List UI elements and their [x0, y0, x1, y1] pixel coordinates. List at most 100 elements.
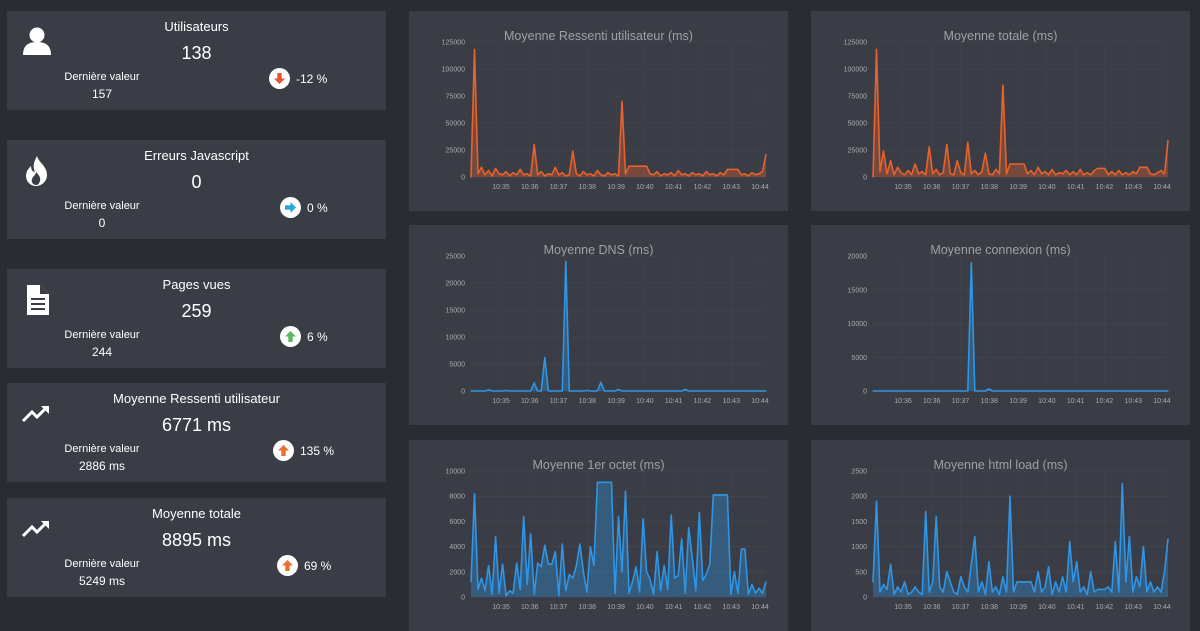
data-point [904, 581, 906, 583]
data-point [1114, 541, 1116, 543]
data-point [473, 49, 476, 51]
data-point [1149, 390, 1151, 392]
data-point [882, 390, 885, 392]
x-tick-label: 10:38 [579, 398, 597, 405]
data-point [572, 150, 574, 152]
data-point [1072, 581, 1074, 583]
data-point [890, 160, 892, 162]
data-point [505, 595, 507, 597]
x-tick-label: 10:44 [1153, 398, 1171, 405]
data-point [1100, 167, 1102, 169]
last-value-label: Dernière valeur [64, 443, 140, 455]
data-point [733, 571, 735, 573]
data-point [1030, 169, 1032, 172]
data-point [988, 388, 990, 390]
data-point [698, 512, 700, 514]
data-point [484, 390, 486, 392]
data-point [890, 563, 892, 565]
data-point [747, 593, 749, 596]
data-point [1023, 581, 1025, 583]
data-point [1012, 591, 1015, 593]
data-point [1142, 390, 1144, 392]
data-point [911, 390, 913, 392]
data-point [1100, 390, 1102, 392]
data-point [554, 166, 556, 168]
data-point [681, 174, 683, 176]
data-point [1026, 390, 1029, 392]
data-point [1016, 163, 1018, 165]
data-point [653, 390, 655, 392]
y-tick-label: 6000 [449, 519, 465, 526]
data-point [1086, 172, 1088, 174]
data-point [1125, 390, 1127, 392]
data-point [540, 171, 542, 173]
data-point [1019, 390, 1022, 392]
data-point [1002, 576, 1004, 578]
data-point [677, 390, 679, 392]
last-value-label: Dernière valeur [64, 71, 140, 83]
y-tick-label: 75000 [446, 94, 466, 101]
data-point [537, 562, 539, 564]
data-point [726, 494, 728, 496]
data-point [512, 172, 514, 174]
data-point [540, 566, 542, 568]
data-point [663, 390, 665, 392]
data-point [953, 174, 955, 176]
trend-indicator: 6 % [280, 326, 328, 347]
data-point [1135, 173, 1137, 175]
x-tick-label: 10:41 [1067, 184, 1085, 191]
data-point [744, 390, 746, 392]
data-point [719, 390, 721, 392]
data-point [547, 173, 549, 175]
data-point [551, 563, 553, 565]
data-point [886, 173, 888, 175]
data-point [1146, 166, 1148, 168]
data-point [621, 100, 623, 102]
data-point [561, 390, 563, 392]
data-point [914, 163, 916, 165]
x-tick-label: 10:38 [981, 184, 999, 191]
data-point [921, 593, 923, 596]
data-point [1048, 174, 1050, 176]
data-point [747, 175, 749, 177]
data-point [628, 390, 630, 392]
data-point [946, 144, 948, 146]
y-tick-label: 25000 [446, 254, 466, 261]
chart-title: Moyenne html load (ms) [933, 458, 1068, 472]
data-point [1167, 139, 1169, 141]
data-point [702, 580, 704, 582]
x-tick-label: 10:41 [1067, 604, 1085, 611]
data-point [635, 165, 637, 167]
x-tick-label: 10:43 [722, 604, 740, 611]
data-point [1030, 581, 1032, 583]
data-point [1062, 576, 1064, 578]
data-point [875, 390, 878, 392]
data-point [875, 49, 878, 51]
data-point [596, 169, 598, 172]
chart-title: Moyenne Ressenti utilisateur (ms) [504, 29, 693, 43]
data-point [544, 356, 546, 359]
data-point [631, 165, 634, 167]
x-tick-label: 10:40 [1038, 604, 1056, 611]
data-point [719, 172, 721, 174]
chart-title: Moyenne DNS (ms) [543, 243, 654, 257]
chart-title: Moyenne totale (ms) [943, 29, 1058, 43]
y-tick-label: 50000 [446, 121, 466, 128]
data-point [480, 390, 483, 392]
data-point [1160, 390, 1162, 392]
data-point [733, 168, 735, 170]
data-point [904, 174, 906, 176]
data-point [921, 171, 923, 173]
data-point [491, 175, 493, 177]
data-point [1132, 171, 1134, 173]
x-tick-label: 10:36 [894, 398, 912, 405]
card-value: 8895 ms [161, 530, 232, 550]
x-tick-label: 10:38 [981, 398, 999, 405]
card-value: 6771 ms [161, 415, 232, 435]
chart-svg: 0 25000 50000 75000 100000 125000 10:35 10:36 10… [844, 40, 1171, 192]
data-point [1083, 586, 1085, 588]
data-point [1019, 581, 1022, 583]
data-point [1093, 390, 1095, 392]
data-point [681, 538, 683, 540]
data-point [502, 390, 504, 392]
